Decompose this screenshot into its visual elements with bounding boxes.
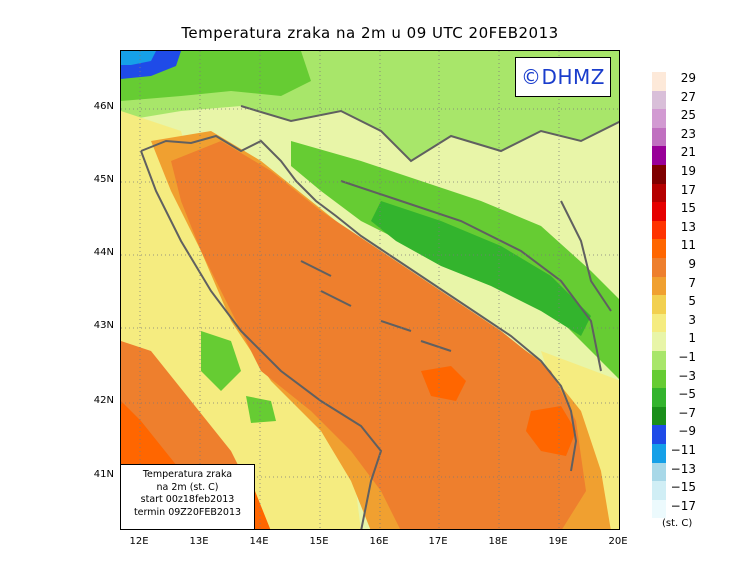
legend-label: 17 — [680, 182, 696, 197]
legend-swatch — [652, 406, 666, 426]
temperature-field — [121, 51, 619, 529]
cold-blue-inner — [121, 51, 156, 65]
legend-label: 13 — [680, 219, 696, 234]
legend-label: −3 — [678, 368, 696, 383]
legend-label: 11 — [680, 238, 696, 253]
lat-label-42n: 42N — [93, 395, 114, 406]
info-line-2: na 2m (st. C) — [156, 481, 219, 493]
italy-coastline — [140, 150, 383, 529]
lat-label-43n: 43N — [93, 320, 114, 331]
legend-label: −5 — [678, 387, 696, 402]
dhmz-logo: ©DHMZ — [515, 57, 611, 97]
legend-label: 15 — [680, 201, 696, 216]
legend-label: −15 — [670, 480, 696, 495]
legend-swatch — [652, 220, 666, 240]
legend-swatch — [652, 276, 666, 296]
legend-swatch — [652, 109, 666, 128]
legend-label: 29 — [680, 71, 696, 85]
info-box: Temperatura zraka na 2m (st. C) start 00… — [121, 464, 255, 529]
legend-label: 23 — [680, 126, 696, 141]
temperature-map: ©DHMZ Temperatura zraka na 2m (st. C) st… — [120, 50, 620, 530]
legend-swatch — [652, 388, 666, 407]
islands — [300, 260, 452, 352]
legend-swatch — [652, 165, 666, 184]
legend-swatch — [652, 369, 666, 389]
legend-swatch — [652, 127, 666, 147]
sea-hot-spot-1 — [421, 366, 466, 401]
coastline — [140, 134, 578, 472]
legend-swatch — [652, 444, 666, 463]
sea-hot-spot-2 — [526, 406, 576, 456]
lon-label-17e: 17E — [428, 536, 448, 547]
legend-swatch — [652, 72, 666, 91]
info-line-4: termin 09Z20FEB2013 — [133, 506, 242, 518]
legend-label: −13 — [670, 461, 696, 476]
legend-label: 5 — [688, 294, 696, 309]
legend-label: 25 — [680, 108, 696, 123]
legend-label: 9 — [688, 257, 696, 271]
legend-label: −7 — [678, 405, 696, 420]
legend-unit: (st. C) — [662, 518, 693, 529]
legend-swatch — [652, 332, 666, 351]
map-title: Temperatura zraka na 2m u 09 UTC 20FEB20… — [181, 24, 559, 42]
legend-swatch — [652, 481, 666, 500]
border-north — [240, 105, 619, 163]
legend-label: 1 — [688, 331, 696, 346]
legend-swatch — [652, 313, 666, 333]
legend-label: 27 — [680, 89, 696, 104]
legend-swatch — [652, 351, 666, 370]
lat-label-44n: 44N — [93, 247, 114, 258]
legend-swatch — [652, 90, 666, 110]
info-line-1: Temperatura zraka — [142, 469, 233, 480]
lat-label-45n: 45N — [93, 174, 114, 185]
border-east — [560, 200, 612, 312]
lon-label-12e: 12E — [129, 536, 149, 547]
legend-swatch — [652, 239, 666, 258]
dinaric-darkgreen-core — [371, 201, 591, 336]
legend-label: 7 — [688, 275, 696, 290]
legend-label: 3 — [688, 312, 696, 327]
legend-swatch — [652, 183, 666, 203]
legend-swatch — [652, 499, 666, 519]
legend-swatch — [652, 258, 666, 277]
legend-label: −11 — [670, 443, 696, 457]
legend-label: −1 — [678, 350, 696, 364]
lon-label-15e: 15E — [309, 536, 329, 547]
lon-label-16e: 16E — [369, 536, 389, 547]
legend-swatch — [652, 146, 666, 165]
lon-label-20e: 20E — [608, 536, 628, 547]
legend-swatch — [652, 462, 666, 482]
lat-label-41n: 41N — [93, 469, 114, 480]
lon-label-14e: 14E — [249, 536, 269, 547]
italy-inland-green — [201, 331, 241, 391]
border-inland — [340, 180, 602, 372]
legend-label: −9 — [678, 424, 696, 439]
legend-label: 19 — [680, 164, 696, 178]
legend-swatch — [652, 295, 666, 314]
lat-label-46n: 46N — [93, 101, 114, 112]
legend-swatch — [652, 202, 666, 221]
legend-swatch — [652, 425, 666, 444]
info-line-3: start 00z18feb2013 — [140, 494, 235, 505]
lon-label-13e: 13E — [189, 536, 209, 547]
legend-label: −17 — [670, 498, 696, 513]
legend-label: 21 — [680, 145, 696, 160]
adriatic-sea-warm — [171, 141, 586, 529]
lon-label-19e: 19E — [548, 536, 568, 547]
grid-lines — [121, 51, 619, 529]
lon-label-18e: 18E — [488, 536, 508, 547]
